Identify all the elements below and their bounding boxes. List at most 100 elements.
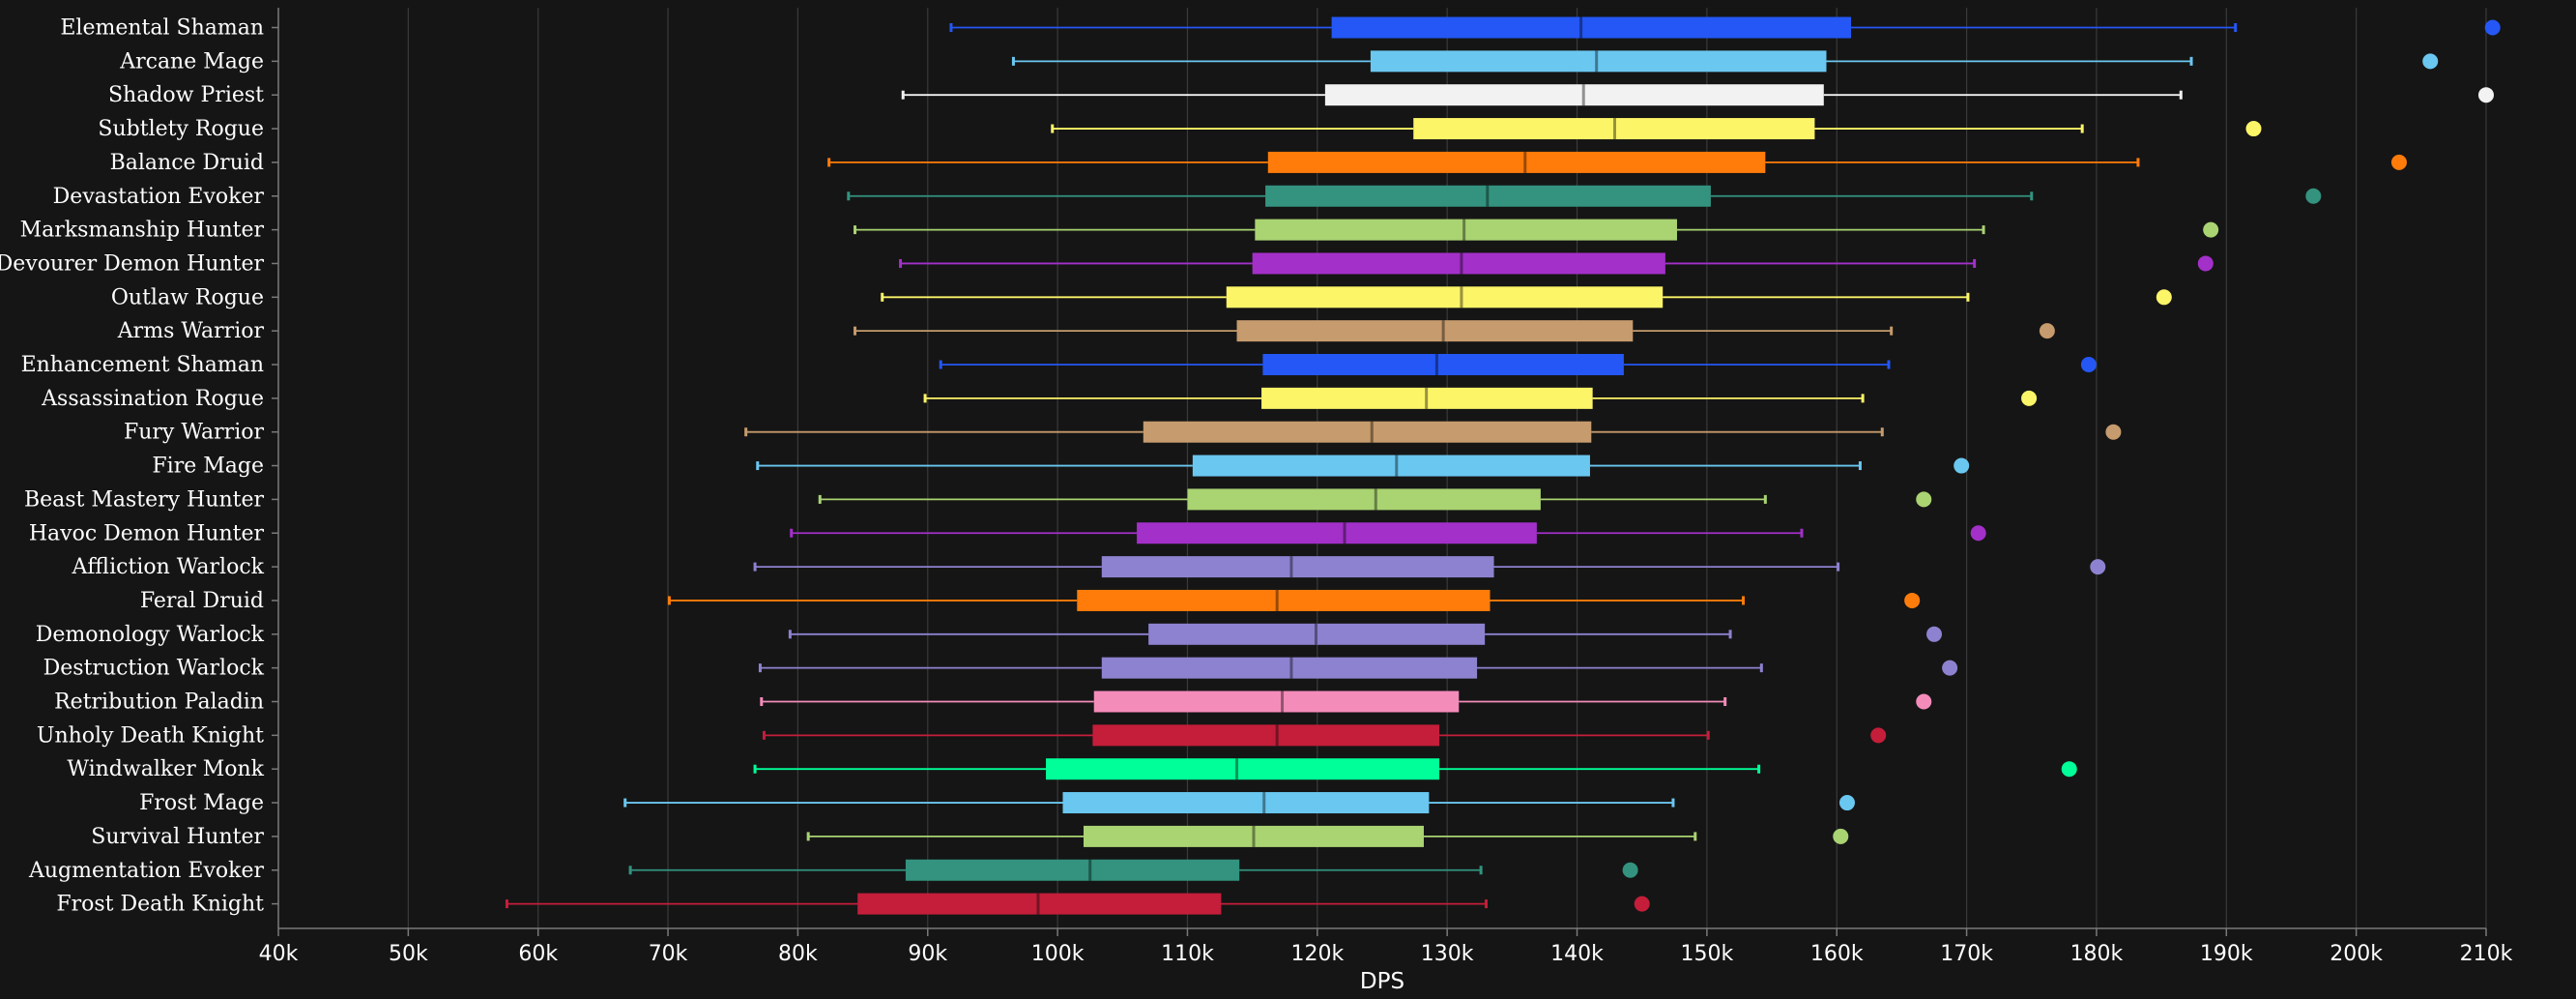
box-row [949,16,2501,39]
max-point [2105,424,2122,440]
iqr-box [1192,455,1590,477]
max-point [1904,592,1921,608]
iqr-box [1046,758,1440,780]
max-point [2021,390,2038,406]
iqr-box [1413,118,1815,140]
spec-label: Frost Death Knight [56,893,264,917]
spec-label: Demonology Warlock [36,623,265,647]
spec-label: Unholy Death Knight [37,723,264,748]
max-point [2039,323,2055,339]
box-row [788,623,1942,645]
iqr-box [1092,724,1440,747]
spec-label: Devourer Demon Hunter [0,251,264,276]
x-tick-labels: 40k 50k 60k 70k 80k 90k 100k 110k 120k 130k 140k 15… [259,942,2513,966]
max-point [2484,19,2501,36]
iqr-box [1331,16,1852,39]
max-point [1622,862,1638,878]
x-tick-label: 130k [1421,942,1474,966]
spec-label: Balance Druid [110,151,264,175]
box-row [923,387,2038,409]
max-point [2061,761,2077,778]
box-row [854,219,2219,241]
x-tick-label: 40k [259,942,299,966]
spec-label: Arcane Mage [119,49,264,73]
spec-label: Affliction Warlock [72,555,265,579]
spec-label: Augmentation Evoker [28,859,265,883]
spec-label: Shadow Priest [108,83,264,107]
max-point [1870,727,1887,744]
spec-label: Assassination Rogue [41,387,264,411]
iqr-box [1062,792,1430,814]
spec-label: Frost Mage [139,791,264,815]
box-row [847,185,2322,207]
max-point [1926,626,1942,642]
spec-label: Retribution Paladin [54,690,264,715]
box-row [827,151,2407,173]
max-point [2203,221,2219,238]
spec-label: Enhancement Shaman [21,353,264,377]
category-labels: Elemental Shaman Arcane Mage Shadow Priest… [0,16,265,917]
box-row [806,825,1849,847]
spec-label: Windwalker Monk [67,757,264,781]
iqr-box [1143,421,1592,443]
x-tick-label: 80k [778,942,818,966]
x-tick-label: 200k [2330,942,2383,966]
x-tick-label: 150k [1681,942,1734,966]
spec-label: Fire Mage [152,455,264,479]
box-row [760,690,1932,713]
iqr-box [1101,556,1494,578]
box-row [790,522,1986,544]
x-tick-label: 160k [1810,942,1864,966]
max-point [1916,491,1932,508]
x-tick-label: 60k [518,942,558,966]
box-row [1011,50,2439,73]
box-row [505,893,1650,915]
max-point [2305,188,2322,204]
spec-label: Subtlety Rogue [98,117,264,141]
max-point [1838,795,1855,811]
max-point [2478,87,2494,103]
iqr-box [1252,252,1665,275]
spec-label: Feral Druid [140,589,264,613]
box-row [753,556,2106,578]
box-row [756,455,1970,477]
iqr-box [1148,623,1486,645]
spec-label: Outlaw Rogue [111,285,264,309]
box-row [1051,118,2262,140]
max-point [1970,525,1986,542]
max-point [2197,255,2214,272]
x-tick-label: 170k [1940,942,1993,966]
x-axis-title: DPS [1360,969,1404,994]
box-row [667,589,1921,611]
iqr-box [1101,657,1478,679]
axes [272,8,2487,936]
iqr-box [1255,219,1677,241]
box-row [854,320,2055,342]
spec-label: Fury Warrior [124,421,265,445]
x-tick-label: 90k [908,942,947,966]
max-point [2422,53,2439,70]
max-point [1942,660,1958,676]
iqr-box [1236,320,1634,342]
spec-label: Destruction Warlock [43,657,265,681]
box-row [818,488,1932,511]
box-row [899,252,2214,275]
spec-label: Survival Hunter [91,825,264,849]
spec-label: Beast Mastery Hunter [24,487,265,512]
iqr-box [905,859,1240,881]
plot-area [505,16,2501,915]
box-row [939,354,2097,375]
iqr-box [1265,185,1711,207]
box-row [881,286,2172,309]
iqr-box [1093,690,1460,713]
max-point [2090,559,2106,575]
x-tick-label: 140k [1550,942,1604,966]
spec-label: Elemental Shaman [60,16,264,41]
iqr-box [1267,151,1766,173]
box-row [628,859,1638,881]
x-tick-label: 190k [2200,942,2253,966]
max-point [1954,457,1970,474]
iqr-box [1226,286,1664,309]
max-point [1833,828,1849,844]
iqr-box [1370,50,1827,73]
